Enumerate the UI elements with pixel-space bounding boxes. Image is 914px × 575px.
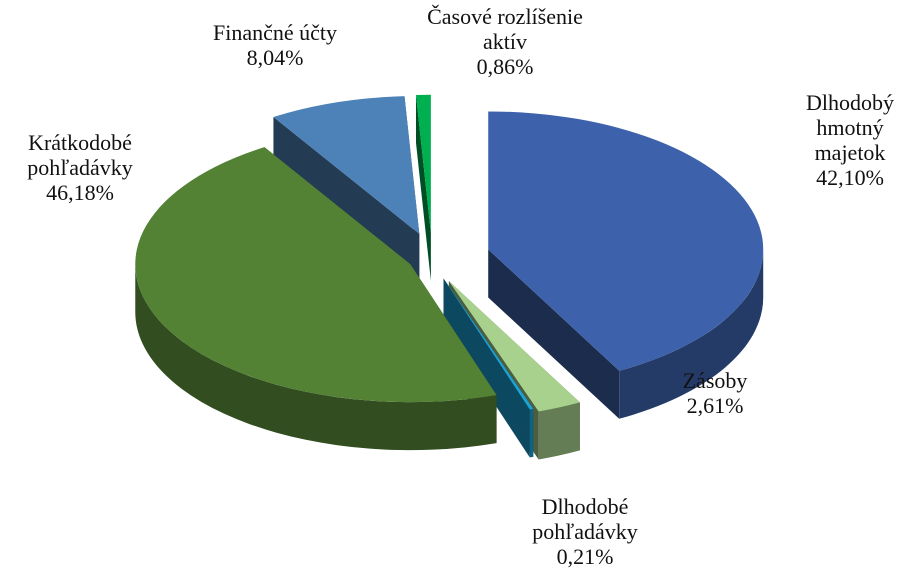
category-label: Zásoby <box>682 368 748 393</box>
category-label: Krátkodobé pohľadávky <box>27 130 133 180</box>
slice <box>273 96 420 234</box>
slice-label: Krátkodobé pohľadávky 46,18% <box>0 130 160 205</box>
value-label: 8,04% <box>246 45 304 70</box>
slice-label: Zásoby 2,61% <box>660 368 770 418</box>
slice <box>488 111 764 371</box>
slice-label: Časové rozlíšenie aktív 0,86% <box>415 4 595 79</box>
category-label: Dlhodobé pohľadávky <box>532 494 638 544</box>
value-label: 0,86% <box>476 54 534 79</box>
slice <box>448 281 580 412</box>
value-label: 0,21% <box>556 544 614 569</box>
category-label: Časové rozlíšenie aktív <box>427 4 583 54</box>
slice-wall <box>538 402 580 460</box>
value-label: 2,61% <box>686 393 744 418</box>
slice-label: Dlhodobý hmotný majetok 42,10% <box>780 90 914 190</box>
slice-side <box>416 95 431 281</box>
value-label: 46,18% <box>46 180 114 205</box>
slice-label: Finančné účty 8,04% <box>185 20 365 70</box>
slice-wall <box>619 249 764 419</box>
value-label: 42,10% <box>816 165 884 190</box>
slice <box>443 278 534 410</box>
slice <box>135 147 497 403</box>
slice-wall <box>529 408 534 458</box>
slice-label: Dlhodobé pohľadávky 0,21% <box>505 494 665 569</box>
slice-side <box>488 249 620 419</box>
slice-side <box>443 278 530 458</box>
category-label: Dlhodobý hmotný majetok <box>806 90 894 165</box>
slice-wall <box>135 264 497 451</box>
category-label: Finančné účty <box>212 20 338 45</box>
slice-side <box>273 116 420 282</box>
slice <box>416 94 431 233</box>
